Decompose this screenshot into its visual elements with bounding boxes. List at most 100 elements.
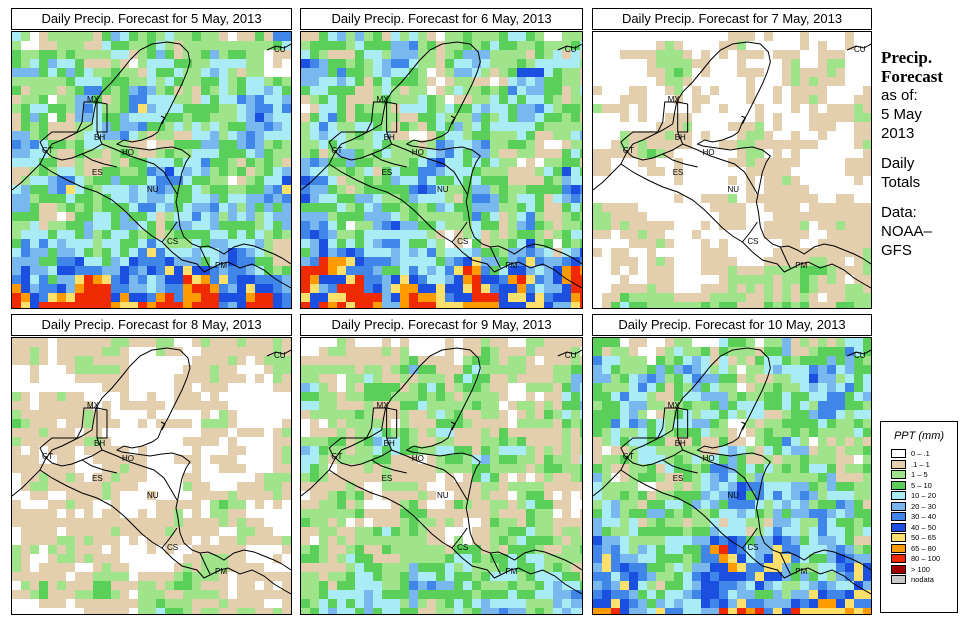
precip-cell [418, 410, 427, 419]
precip-cell [21, 473, 30, 482]
precip-cell [84, 158, 93, 167]
precip-cell [827, 266, 836, 275]
boundary-line [620, 101, 684, 161]
precip-cell [21, 284, 30, 293]
precip-cell [210, 239, 219, 248]
precip-cell [517, 257, 526, 266]
precip-cell [75, 68, 84, 77]
precip-cell [57, 455, 66, 464]
precip-cell [854, 383, 863, 392]
precip-cell [282, 581, 291, 590]
precip-cell [228, 95, 237, 104]
precip-cell [746, 275, 755, 284]
precip-cell [710, 248, 719, 257]
precip-cell [210, 176, 219, 185]
precip-cell [93, 59, 102, 68]
precip-cell [75, 518, 84, 527]
precip-cell [219, 500, 228, 509]
precip-cell [827, 446, 836, 455]
precip-cell [21, 563, 30, 572]
precip-cell [66, 59, 75, 68]
precip-cell [93, 446, 102, 455]
precip-cell [301, 86, 310, 95]
precip-cell [165, 77, 174, 86]
precip-cell [845, 545, 854, 554]
precip-cell [337, 194, 346, 203]
precip-cell [319, 302, 328, 308]
precip-cell [246, 86, 255, 95]
precip-cell [138, 41, 147, 50]
precip-cell [219, 158, 228, 167]
precip-cell [454, 275, 463, 284]
precip-cell [319, 572, 328, 581]
precip-cell [337, 608, 346, 614]
precip-cell [800, 185, 809, 194]
precip-cell [436, 455, 445, 464]
precip-cell [746, 356, 755, 365]
precip-cell [310, 527, 319, 536]
precip-cell [800, 212, 809, 221]
precip-cell [710, 482, 719, 491]
precip-cell [373, 257, 382, 266]
precip-cell [12, 59, 21, 68]
country-label: CU [565, 351, 577, 360]
country-label: NU [437, 185, 449, 194]
precip-cell [75, 257, 84, 266]
precip-cell [674, 158, 683, 167]
precip-cell [57, 140, 66, 149]
precip-cell [674, 446, 683, 455]
precip-cell [526, 185, 535, 194]
precip-cell [481, 383, 490, 392]
precip-cell [219, 545, 228, 554]
precip-cell [201, 383, 210, 392]
precip-cell [593, 212, 602, 221]
precip-cell [84, 608, 93, 614]
precip-cell [102, 464, 111, 473]
precip-cell [255, 473, 264, 482]
precip-cell [30, 212, 39, 221]
precip-cell [710, 464, 719, 473]
precip-cell [364, 473, 373, 482]
precip-cell [571, 482, 580, 491]
precip-cell [228, 266, 237, 275]
precip-cell [66, 68, 75, 77]
precip-cell [553, 203, 562, 212]
precip-cell [102, 455, 111, 464]
precip-cell [647, 221, 656, 230]
precip-cell [454, 176, 463, 185]
precip-cell [246, 149, 255, 158]
precip-cell [282, 221, 291, 230]
precip-cell [854, 554, 863, 563]
precip-cell [337, 599, 346, 608]
precip-cell [156, 275, 165, 284]
precip-cell [427, 275, 436, 284]
precip-cell [373, 293, 382, 302]
precip-cell [355, 95, 364, 104]
precip-cell [337, 356, 346, 365]
precip-cell [364, 131, 373, 140]
precip-cell [319, 401, 328, 410]
precip-cell [147, 122, 156, 131]
precip-cell [111, 131, 120, 140]
precip-cell [237, 50, 246, 59]
precip-cell [57, 185, 66, 194]
precip-cell [21, 464, 30, 473]
precip-cell [66, 392, 75, 401]
precip-cell [710, 392, 719, 401]
precip-cell [418, 554, 427, 563]
precip-cell [228, 491, 237, 500]
precip-cell [526, 455, 535, 464]
precip-cell [228, 302, 237, 308]
precip-cell [544, 113, 553, 122]
panel-title: Daily Precip. Forecast for 6 May, 2013 [300, 8, 583, 30]
precip-cell [273, 77, 282, 86]
precip-cell [665, 302, 674, 308]
precip-cell [481, 572, 490, 581]
precip-cell [373, 77, 382, 86]
precip-cell [602, 221, 611, 230]
precip-cell [746, 536, 755, 545]
precip-cell [818, 122, 827, 131]
precip-cell [30, 581, 39, 590]
precip-cell [310, 455, 319, 464]
precip-cell [611, 518, 620, 527]
